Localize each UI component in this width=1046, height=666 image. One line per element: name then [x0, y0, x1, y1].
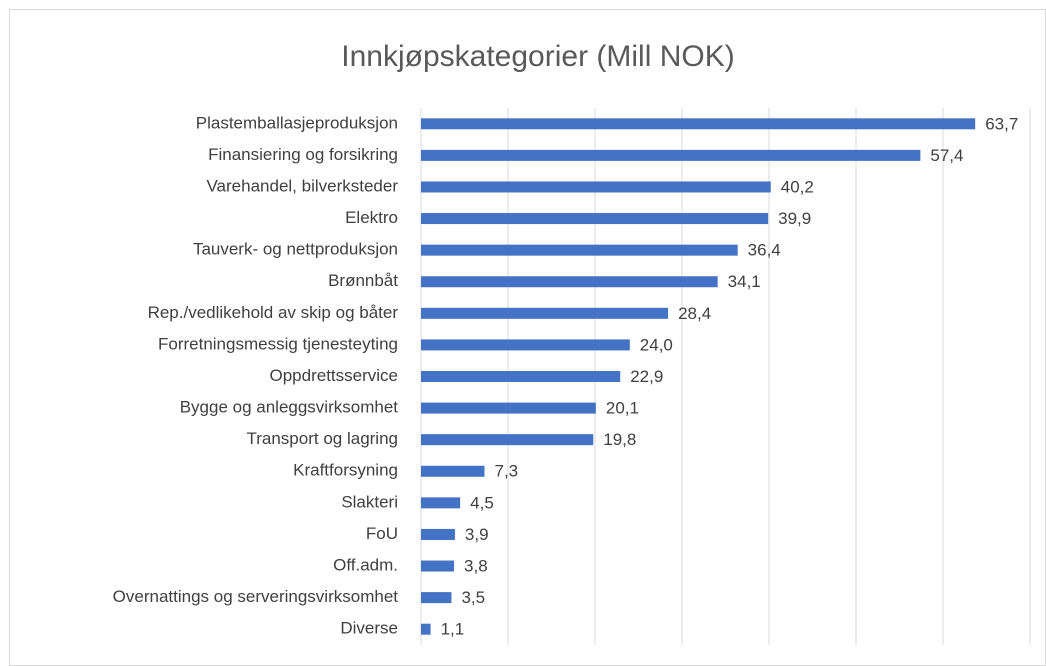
bar — [421, 402, 596, 414]
data-label: 3,9 — [465, 525, 489, 544]
y-tick-label: Brønnbåt — [328, 271, 398, 290]
data-label: 24,0 — [640, 335, 673, 354]
chart-title: Innkjøpskategorier (Mill NOK) — [341, 40, 734, 73]
bar — [421, 339, 630, 351]
y-tick-label: Varehandel, bilverksteder — [206, 176, 398, 195]
y-tick-label: Overnattings og serveringsvirksomhet — [113, 587, 399, 606]
data-label: 57,4 — [930, 146, 963, 165]
data-label: 36,4 — [748, 241, 781, 260]
bar — [421, 149, 921, 161]
y-tick-label: Elektro — [345, 208, 398, 227]
bar — [421, 434, 594, 446]
bar — [421, 592, 452, 604]
data-label: 19,8 — [603, 430, 636, 449]
data-label: 34,1 — [728, 272, 761, 291]
data-label: 3,8 — [464, 557, 488, 576]
y-tick-label: Off.adm. — [333, 556, 398, 575]
bar — [421, 213, 769, 225]
y-tick-label: Forretningsmessig tjenesteyting — [158, 334, 398, 353]
y-tick-label: Rep./vedlikehold av skip og båter — [148, 303, 399, 322]
data-label: 22,9 — [630, 367, 663, 386]
data-label: 3,5 — [461, 588, 485, 607]
bar — [421, 307, 669, 319]
bar — [421, 528, 455, 540]
bar — [421, 181, 771, 193]
y-tick-label: Finansiering og forsikring — [208, 145, 398, 164]
bar — [421, 560, 455, 572]
y-tick-label: Bygge og anleggsvirksomhet — [180, 398, 399, 417]
y-tick-label: FoU — [366, 524, 398, 543]
y-tick-label: Kraftforsyning — [293, 461, 398, 480]
y-tick-label: Transport og lagring — [246, 429, 398, 448]
bar — [421, 623, 431, 635]
data-label: 4,5 — [470, 493, 494, 512]
y-tick-label: Diverse — [340, 619, 398, 638]
y-tick-label: Plastemballasjeproduksjon — [196, 113, 398, 132]
y-tick-label: Tauverk- og nettproduksjon — [193, 240, 398, 259]
data-label: 1,1 — [441, 620, 465, 639]
y-tick-label: Oppdrettsservice — [270, 366, 399, 385]
data-label: 20,1 — [606, 399, 639, 418]
bar — [421, 244, 738, 256]
bar — [421, 118, 976, 130]
y-tick-label: Slakteri — [341, 492, 398, 511]
bar — [421, 465, 485, 477]
bar — [421, 371, 621, 382]
bar — [421, 497, 461, 509]
data-label: 40,2 — [781, 177, 814, 196]
data-label: 28,4 — [678, 304, 711, 323]
data-label: 7,3 — [495, 462, 519, 481]
bar — [421, 276, 718, 288]
data-label: 63,7 — [985, 114, 1018, 133]
data-label: 39,9 — [778, 209, 811, 228]
